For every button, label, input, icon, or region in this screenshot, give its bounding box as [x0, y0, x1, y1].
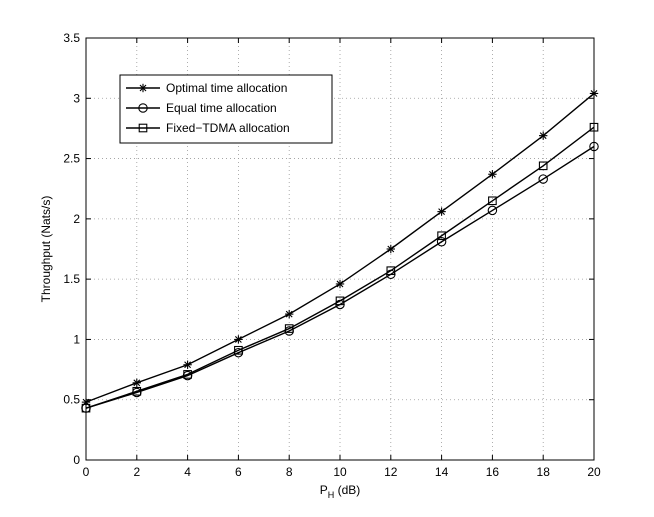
legend-label: Optimal time allocation: [166, 81, 287, 95]
x-tick-label: 8: [286, 465, 293, 479]
x-tick-label: 2: [133, 465, 140, 479]
y-tick-label: 1: [73, 332, 80, 346]
y-tick-label: 2.5: [63, 152, 80, 166]
series-square: [81, 122, 599, 413]
data-point-square: [132, 386, 142, 396]
legend-marker-asterisk: [138, 83, 148, 93]
data-point-square: [234, 345, 243, 355]
data-point-asterisk: [285, 309, 294, 319]
x-axis-label-unit: (dB): [334, 483, 360, 497]
data-point-circle: [538, 174, 548, 184]
data-point-asterisk: [183, 360, 192, 369]
data-point-asterisk: [539, 131, 548, 140]
x-tick-label: 12: [384, 465, 398, 479]
legend-marker-square: [138, 123, 148, 133]
x-tick-label: 14: [435, 465, 449, 479]
y-tick-label: 2: [73, 212, 80, 226]
x-tick-label: 4: [184, 465, 191, 479]
series-layer: [81, 89, 599, 413]
y-tick-label: 0: [73, 453, 80, 467]
data-point-square: [386, 266, 396, 276]
x-tick-label: 0: [83, 465, 90, 479]
data-point-square: [538, 161, 548, 171]
data-point-square: [284, 324, 294, 333]
legend-label: Fixed−TDMA allocation: [166, 121, 290, 135]
data-point-circle: [487, 205, 498, 216]
legend-entry-square: Fixed−TDMA allocation: [126, 121, 290, 135]
x-axis-label-subscript: H: [328, 490, 335, 500]
x-tick-label: 6: [235, 465, 242, 479]
legend: Optimal time allocation Equal time alloca…: [119, 74, 333, 144]
legend-entry-asterisk: Optimal time allocation: [126, 81, 287, 95]
data-point-asterisk: [386, 244, 395, 254]
y-axis-label: Throughput (Nats/s): [39, 196, 53, 303]
data-point-asterisk: [335, 279, 345, 289]
series-line-square: [85, 126, 595, 409]
data-point-asterisk: [437, 207, 446, 216]
series-asterisk: [81, 89, 599, 407]
legend-marker-circle: [138, 103, 148, 113]
x-axis-label-main: P: [320, 483, 328, 497]
data-point-square: [335, 296, 345, 306]
ticks: [85, 37, 595, 461]
data-point-asterisk: [234, 335, 243, 344]
y-tick-label: 3.5: [63, 31, 80, 45]
data-point-square: [488, 196, 497, 206]
x-tick-label: 16: [486, 465, 500, 479]
y-tick-label: 0.5: [63, 393, 80, 407]
x-axis-label: PH (dB): [320, 483, 361, 500]
x-tick-label: 18: [537, 465, 551, 479]
data-point-asterisk: [132, 378, 141, 388]
y-tick-label: 3: [73, 91, 80, 105]
data-point-square: [437, 231, 446, 241]
legend-entry-circle: Equal time allocation: [126, 101, 277, 115]
tick-labels: 0 2 4 6 8 10 12 14 16 18 20 0 0.5 1 1.5 2 2.5 3 3.5: [63, 31, 601, 479]
data-point-square: [183, 370, 192, 379]
data-point-asterisk: [488, 170, 497, 179]
data-point-circle: [436, 237, 447, 247]
x-tick-label: 10: [333, 465, 347, 479]
legend-label: Equal time allocation: [166, 101, 277, 115]
legend-box: [119, 74, 333, 144]
x-tick-label: 20: [587, 465, 601, 479]
y-tick-label: 1.5: [63, 272, 80, 286]
